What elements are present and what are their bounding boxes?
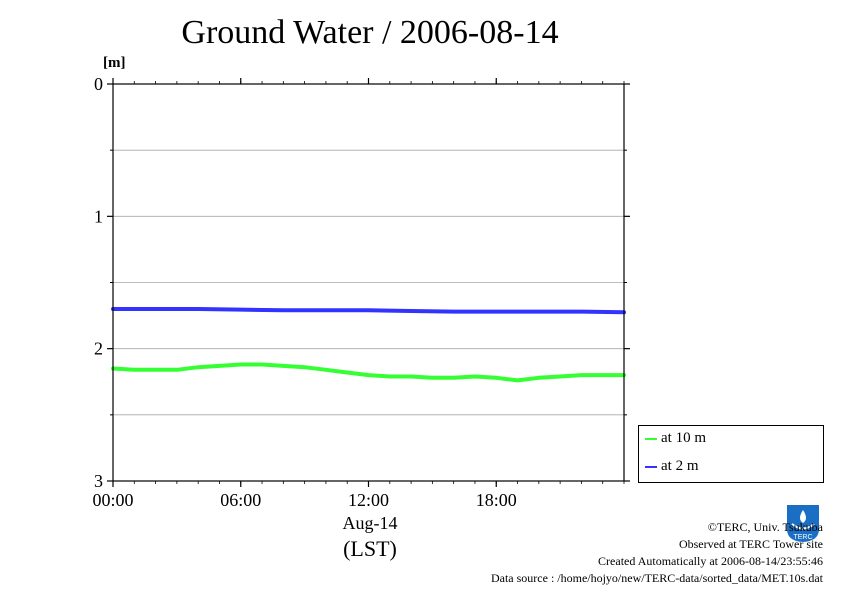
axis-ticks: 0 1 2 300:00 06:00 12:00 18:00: [92, 74, 630, 510]
x-axis-timezone-label: (LST): [343, 536, 397, 561]
y-axis-unit-label: [m]: [103, 55, 126, 71]
footer-data-source: Data source : /home/hojyo/new/TERC-data/…: [490, 571, 823, 585]
logo-text: TERC: [793, 534, 812, 541]
grid-lines: [113, 83, 624, 482]
y-tick-label: 2: [94, 339, 103, 359]
legend-label-10m: at 10 m: [661, 430, 706, 446]
series-layer: [111, 307, 626, 383]
legend-swatch-10m: [645, 437, 657, 440]
legend-entry-10m: at 10 m: [645, 430, 706, 447]
footer-copyright: ©TERC, Univ. Tsukuba: [707, 520, 823, 534]
x-tick-label: 18:00: [476, 490, 517, 510]
series-line-at-10-m: [111, 362, 626, 383]
y-tick-label: 0: [94, 74, 103, 94]
footer-credits: ©TERC, Univ. Tsukuba Observed at TERC To…: [491, 519, 823, 587]
legend: at 10 m at 2 m: [638, 425, 824, 483]
legend-entry-2m: at 2 m: [645, 458, 699, 475]
x-tick-label: 06:00: [220, 490, 261, 510]
x-axis-date-label: Aug-14: [342, 513, 398, 533]
terc-logo-icon: TERC: [787, 505, 819, 542]
series-line-at-2-m: [111, 307, 626, 315]
footer-created-timestamp: Created Automatically at 2006-08-14/23:5…: [598, 554, 823, 568]
x-tick-label: 12:00: [348, 490, 389, 510]
chart-title: Ground Water / 2006-08-14: [181, 14, 559, 51]
x-tick-label: 00:00: [92, 490, 133, 510]
footer-observation-site: Observed at TERC Tower site: [678, 537, 823, 551]
legend-swatch-2m: [645, 465, 657, 468]
legend-label-2m: at 2 m: [661, 458, 699, 474]
y-tick-label: 1: [94, 206, 103, 226]
y-tick-label: 3: [94, 471, 103, 491]
